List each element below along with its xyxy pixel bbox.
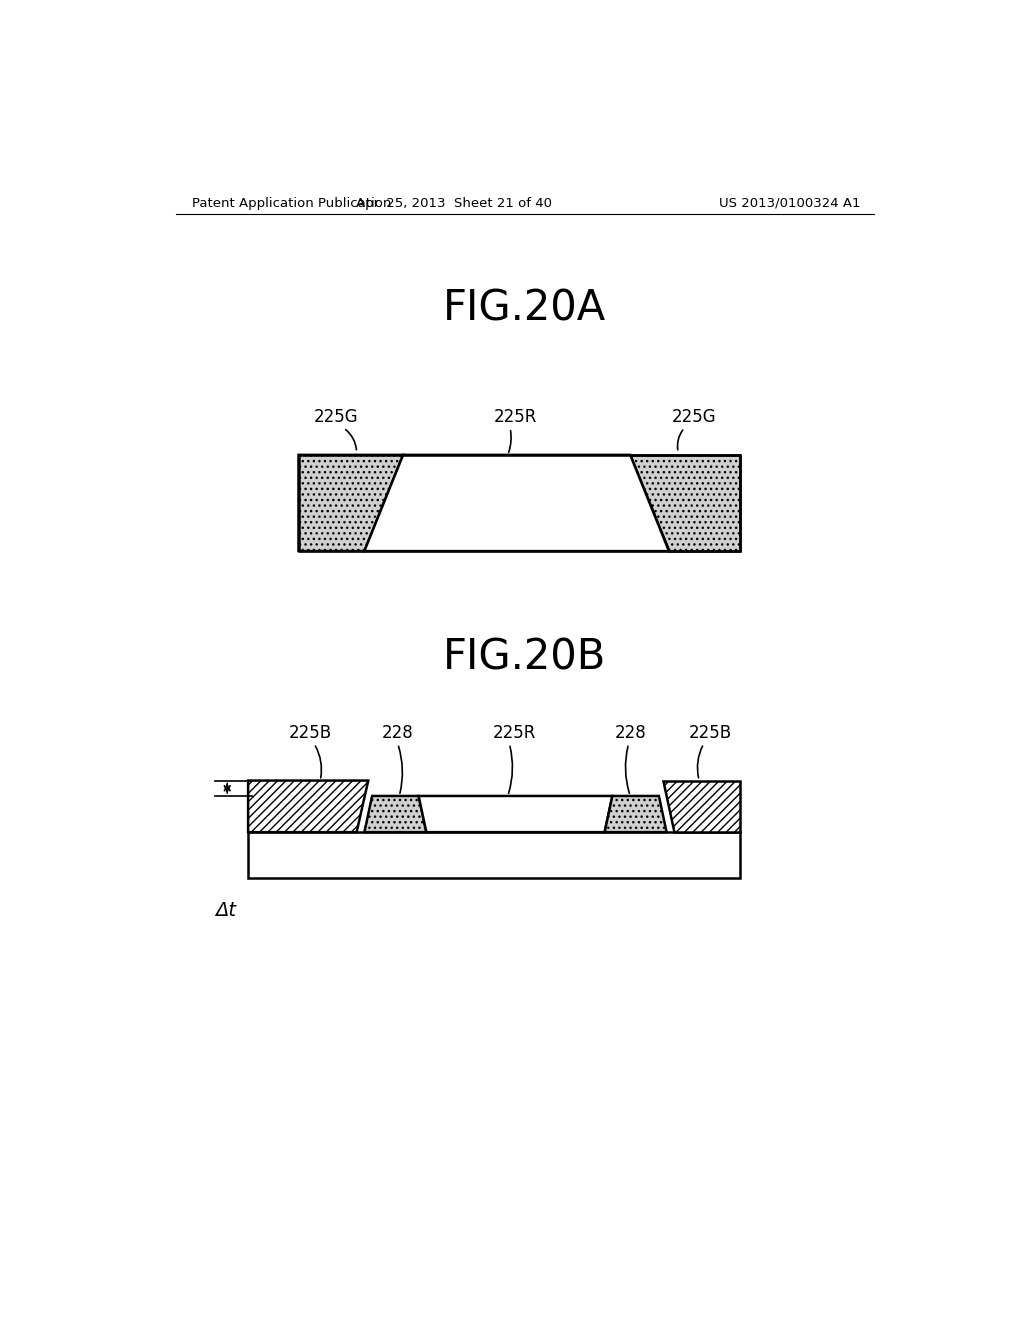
Polygon shape bbox=[663, 780, 740, 832]
Text: 225B: 225B bbox=[689, 725, 732, 742]
Polygon shape bbox=[604, 796, 667, 832]
Text: Patent Application Publication: Patent Application Publication bbox=[191, 197, 391, 210]
Polygon shape bbox=[248, 780, 369, 832]
Text: 228: 228 bbox=[382, 725, 414, 742]
Polygon shape bbox=[365, 455, 669, 552]
Text: US 2013/0100324 A1: US 2013/0100324 A1 bbox=[719, 197, 860, 210]
Polygon shape bbox=[299, 455, 403, 552]
Polygon shape bbox=[365, 796, 426, 832]
Text: 225B: 225B bbox=[289, 725, 332, 742]
Text: 228: 228 bbox=[614, 725, 646, 742]
Text: 225G: 225G bbox=[313, 408, 358, 426]
Text: 225G: 225G bbox=[672, 408, 716, 426]
Polygon shape bbox=[419, 796, 612, 832]
Text: FIG.20A: FIG.20A bbox=[443, 288, 606, 330]
Polygon shape bbox=[630, 455, 740, 552]
Text: 225R: 225R bbox=[493, 725, 536, 742]
Text: FIG.20B: FIG.20B bbox=[443, 636, 606, 678]
Polygon shape bbox=[248, 832, 740, 878]
Text: 225R: 225R bbox=[494, 408, 538, 426]
Text: Δt: Δt bbox=[215, 902, 236, 920]
Text: Apr. 25, 2013  Sheet 21 of 40: Apr. 25, 2013 Sheet 21 of 40 bbox=[355, 197, 552, 210]
